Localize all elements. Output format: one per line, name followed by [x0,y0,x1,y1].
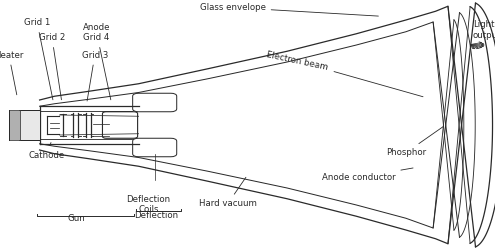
Text: Grid 1: Grid 1 [24,18,53,100]
Text: Grid 2: Grid 2 [39,33,65,100]
Text: Cathode: Cathode [29,142,65,160]
Text: Light
output: Light output [473,20,495,40]
Text: Anode
Grid 4: Anode Grid 4 [83,22,111,100]
Text: Heater: Heater [0,50,24,95]
Text: Gun: Gun [68,214,86,223]
Text: Hard vacuum: Hard vacuum [199,177,256,208]
Text: Phosphor: Phosphor [386,126,443,157]
Text: Anode conductor: Anode conductor [322,168,413,182]
Text: Deflection
Coils: Deflection Coils [126,195,171,214]
Bar [9,110,20,140]
Text: Glass envelope: Glass envelope [199,3,378,16]
Text: Electron beam: Electron beam [265,50,423,97]
Text: Grid 3: Grid 3 [82,50,108,101]
Bar [19,110,40,140]
Text: Deflection: Deflection [134,210,178,220]
